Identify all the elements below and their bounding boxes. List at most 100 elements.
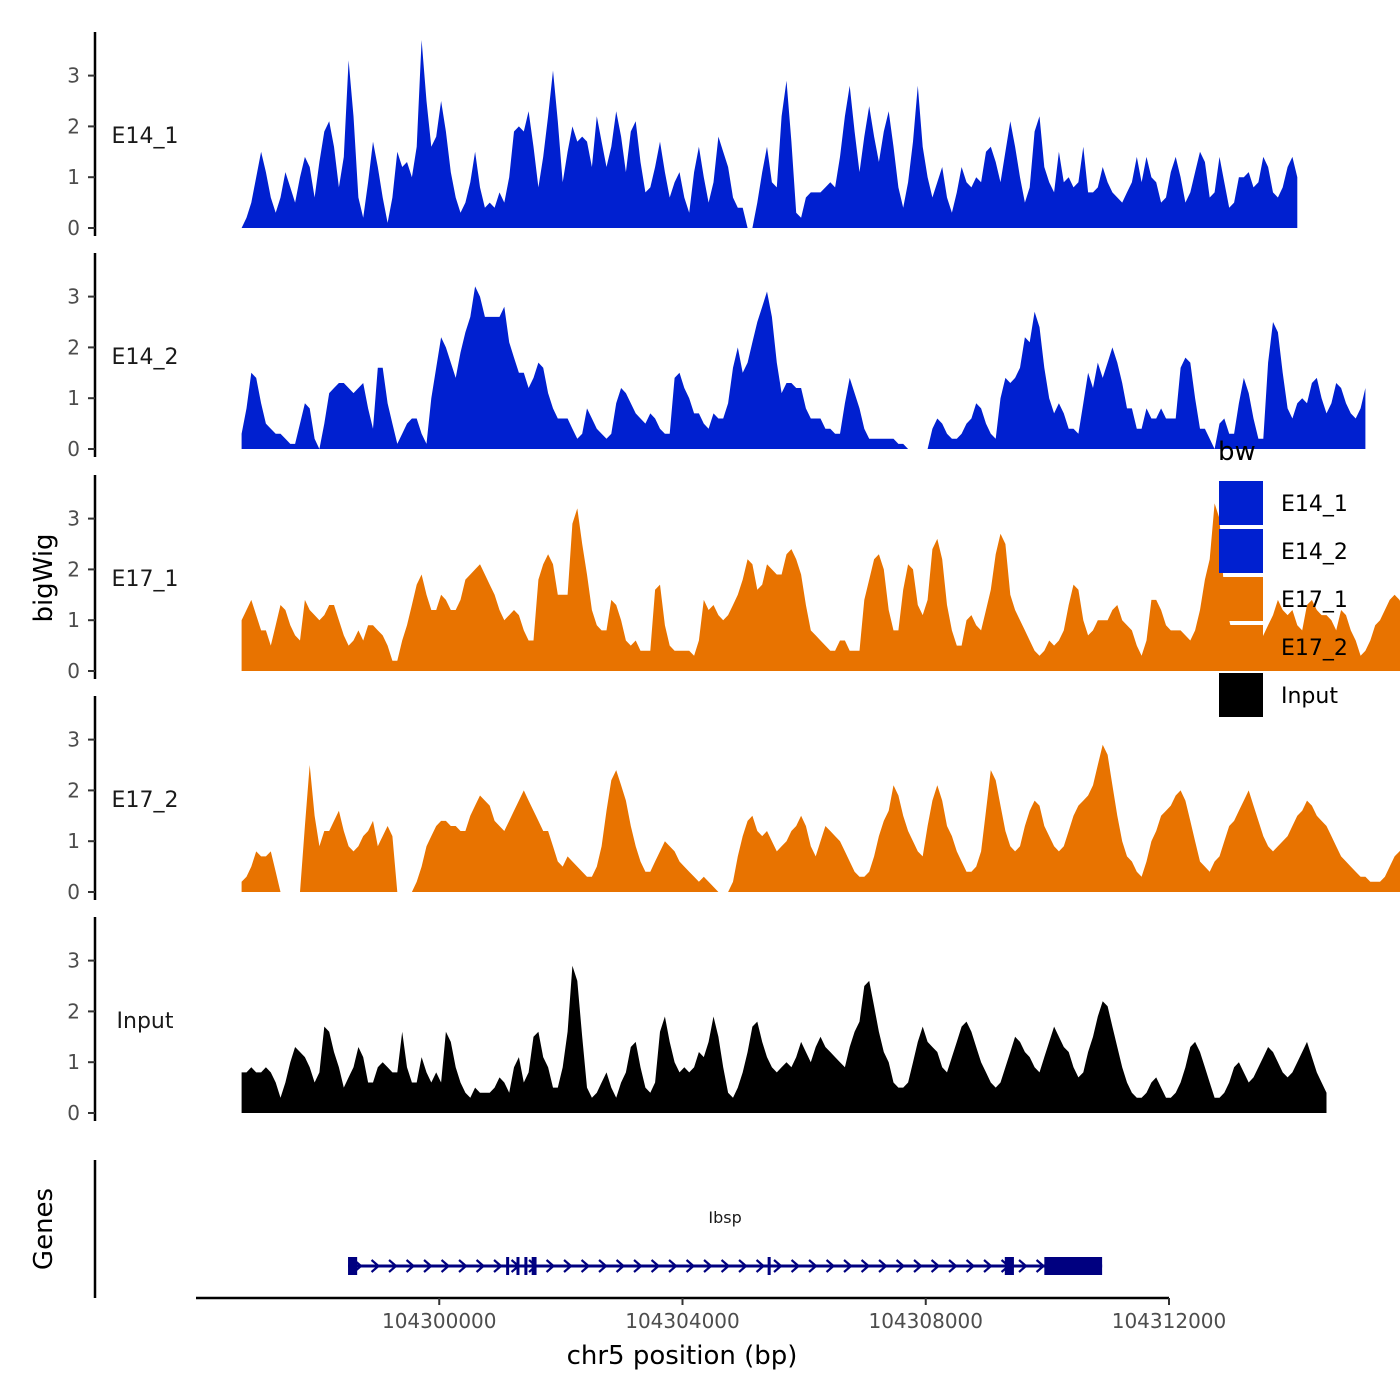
legend-swatch-e14-1 [1219,481,1263,525]
x-tick-label: 104308000 [868,1309,983,1333]
x-tick-label: 104304000 [625,1309,740,1333]
gene-name-label: Ibsp [708,1208,741,1227]
y-tick-label: 2 [67,335,80,359]
strand-arrow [738,1259,748,1273]
legend-label-e17-2: E17_2 [1281,636,1348,661]
track-label: E14_2 [112,345,179,370]
y-tick-label: 3 [67,507,80,531]
y-axis-title: bigWig [29,533,59,622]
strand-arrow [913,1259,923,1273]
gene-exon [516,1257,520,1275]
strand-arrow [860,1259,871,1273]
signal-area-e17-2 [241,744,1400,892]
strand-arrow [545,1259,556,1273]
legend-label-e14-2: E14_2 [1281,540,1348,565]
legend-swatch-e17-2 [1219,625,1263,669]
y-tick-label: 3 [67,285,80,309]
y-tick-label: 0 [67,1101,80,1125]
gene-exon [524,1257,528,1275]
x-axis: 104300000 104304000 104308000 104312000 [196,1296,1227,1333]
strand-arrow [563,1259,573,1273]
strand-arrow [983,1259,993,1273]
track-input: 0 1 2 3 Input [67,917,1327,1125]
strand-arrow [878,1259,888,1273]
strand-arrow [388,1259,398,1273]
y-tick-label: 3 [67,64,80,88]
gene-exon [1004,1257,1014,1275]
legend-label-e17-1: E17_1 [1281,588,1348,613]
strand-arrow [423,1259,433,1273]
strand-arrow [650,1259,661,1273]
strand-arrow [1018,1259,1028,1273]
strand-arrow [633,1259,643,1273]
legend-label-e14-1: E14_1 [1281,492,1348,517]
strand-arrow [458,1259,468,1273]
strand-arrow [720,1259,731,1273]
track-e14-1: 0 1 2 3 E14_1 [67,32,1298,240]
signal-area-input [241,965,1327,1113]
gene-exon [1044,1257,1103,1275]
legend-label-input: Input [1281,684,1338,709]
gene-track: Ibsp [93,1160,1103,1298]
track-label: E17_2 [112,788,179,813]
gene-exon [531,1257,537,1275]
y-tick-label: 0 [67,216,80,240]
y-tick-label: 1 [67,1050,80,1074]
gene-exon [506,1257,510,1275]
signal-area-e14-2 [241,286,1366,449]
y-tick-label: 3 [67,949,80,973]
strand-arrow [755,1259,766,1273]
track-e17-1: 0 1 2 3 E17_1 [67,475,1400,683]
strand-arrow [598,1259,608,1273]
y-tick-label: 0 [67,437,80,461]
strand-arrow [965,1259,976,1273]
legend-swatch-e17-1 [1219,577,1263,621]
signal-area-e17-1 [241,503,1400,671]
strand-arrow [493,1259,503,1273]
strand-arrow [668,1259,678,1273]
legend-title: bw [1218,437,1256,467]
track-label: Input [117,1009,174,1034]
y-tick-label: 2 [67,557,80,581]
genes-track-title: Genes [29,1188,59,1270]
strand-arrow [948,1259,958,1273]
strand-arrow [808,1259,818,1273]
strand-arrow [790,1259,801,1273]
strand-arrow [895,1259,906,1273]
strand-arrow [440,1259,451,1273]
y-tick-label: 0 [67,880,80,904]
y-tick-label: 2 [67,999,80,1023]
signal-tracks: 0 1 2 3 E14_1 0 1 2 3 E14_2 0 1 2 3 E17_1 0 1 2 3 E17_2 0 1 2 3… [67,32,1400,1125]
legend-swatch-e14-2 [1219,529,1263,573]
strand-arrow [370,1259,381,1273]
track-label: E14_1 [112,124,179,149]
track-e17-2: 0 1 2 3 E17_2 [67,696,1400,904]
x-tick-label: 104312000 [1112,1309,1227,1333]
strand-arrow [475,1259,486,1273]
gene-exon [767,1257,771,1275]
track-e14-2: 0 1 2 3 E14_2 [67,253,1366,461]
x-axis-title: chr5 position (bp) [567,1341,798,1371]
gene-exon [348,1257,358,1275]
signal-area-e14-1 [241,40,1298,228]
y-tick-label: 2 [67,778,80,802]
x-tick-label: 104300000 [382,1309,497,1333]
track-label: E17_1 [112,567,179,592]
y-tick-label: 1 [67,608,80,632]
strand-arrow [1035,1259,1046,1273]
strand-arrow [703,1259,713,1273]
y-tick-label: 1 [67,165,80,189]
y-tick-label: 2 [67,114,80,138]
strand-arrow [930,1259,941,1273]
strand-arrow [685,1259,696,1273]
strand-arrow [615,1259,626,1273]
y-tick-label: 1 [67,386,80,410]
y-tick-label: 3 [67,728,80,752]
y-tick-label: 1 [67,829,80,853]
y-tick-label: 0 [67,659,80,683]
legend: bw E14_1 E14_2 E17_1 E17_2 Input [1218,437,1348,717]
strand-arrow [825,1259,836,1273]
legend-swatch-input [1219,673,1263,717]
strand-arrow [773,1259,783,1273]
strand-arrow [405,1259,416,1273]
